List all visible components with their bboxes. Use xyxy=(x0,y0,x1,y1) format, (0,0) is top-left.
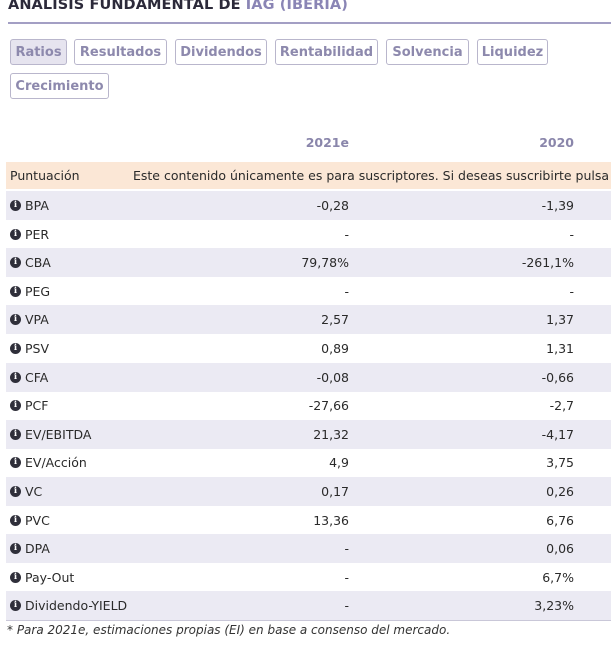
row-label: Dividendo-YIELD xyxy=(25,598,128,613)
value-2020: - xyxy=(569,227,574,242)
value-2021e: -27,66 xyxy=(308,398,349,413)
value-2020: 3,75 xyxy=(546,455,574,470)
value-2021e: 79,78% xyxy=(301,255,349,270)
row-label: PEG xyxy=(25,284,51,299)
tab-crecimiento[interactable]: Crecimiento xyxy=(10,73,109,99)
row-label: VPA xyxy=(25,312,49,327)
row-label: VC xyxy=(25,484,43,499)
info-icon[interactable]: i xyxy=(10,200,21,211)
row-label: CFA xyxy=(25,370,49,385)
tab-solvencia[interactable]: Solvencia xyxy=(386,39,469,65)
value-2021e: -0,08 xyxy=(316,370,349,385)
value-2020: -4,17 xyxy=(541,427,574,442)
value-2020: -1,39 xyxy=(541,198,574,213)
table-row: i EV/EBITDA 21,32 -4,17 xyxy=(6,420,611,449)
info-icon[interactable]: i xyxy=(10,314,21,325)
info-icon[interactable]: i xyxy=(10,286,21,297)
title-company: IAG (IBERIA) xyxy=(245,0,348,13)
table-row: i VPA 2,57 1,37 xyxy=(6,305,611,334)
table-row: i DPA - 0,06 xyxy=(6,534,611,563)
table-row: i Pay-Out - 6,7% xyxy=(6,563,611,592)
value-2020: 1,31 xyxy=(546,341,574,356)
value-2020: - xyxy=(569,284,574,299)
table-row: i PEG - - xyxy=(6,277,611,306)
table-row: i EV/Acción 4,9 3,75 xyxy=(6,448,611,477)
score-label: Puntuación xyxy=(10,168,80,183)
info-icon[interactable]: i xyxy=(10,400,21,411)
row-label: Pay-Out xyxy=(25,570,75,585)
table-row: i Dividendo-YIELD - 3,23% xyxy=(6,591,611,620)
value-2021e: - xyxy=(344,598,349,613)
row-label: PVC xyxy=(25,513,50,528)
table-bottom-divider xyxy=(6,620,611,621)
score-row: Puntuación Este contenido únicamente es … xyxy=(6,162,611,189)
table-row: i CBA 79,78% -261,1% xyxy=(6,248,611,277)
tab-resultados[interactable]: Resultados xyxy=(74,39,167,65)
info-icon[interactable]: i xyxy=(10,600,21,611)
value-2021e: 2,57 xyxy=(321,312,349,327)
info-icon[interactable]: i xyxy=(10,343,21,354)
table-row: i PVC 13,36 6,76 xyxy=(6,506,611,535)
table-row: i VC 0,17 0,26 xyxy=(6,477,611,506)
value-2021e: 4,9 xyxy=(329,455,349,470)
title-divider xyxy=(8,22,611,24)
value-2021e: 0,89 xyxy=(321,341,349,356)
table-row: i CFA -0,08 -0,66 xyxy=(6,363,611,392)
row-label: EV/EBITDA xyxy=(25,427,92,442)
row-label: CBA xyxy=(25,255,51,270)
row-label: PSV xyxy=(25,341,50,356)
row-label: BPA xyxy=(25,198,49,213)
info-icon[interactable]: i xyxy=(10,572,21,583)
value-2020: -0,66 xyxy=(541,370,574,385)
value-2020: 1,37 xyxy=(546,312,574,327)
column-header-2021e: 2021e xyxy=(305,135,349,150)
value-2021e: -0,28 xyxy=(316,198,349,213)
info-icon[interactable]: i xyxy=(10,229,21,240)
column-header-2020: 2020 xyxy=(539,135,574,150)
value-2020: 3,23% xyxy=(534,598,574,613)
info-icon[interactable]: i xyxy=(10,372,21,383)
value-2020: 0,26 xyxy=(546,484,574,499)
subscriber-message[interactable]: Este contenido únicamente es para suscri… xyxy=(133,168,610,183)
info-icon[interactable]: i xyxy=(10,457,21,468)
tab-liquidez[interactable]: Liquidez xyxy=(477,39,548,65)
row-label: DPA xyxy=(25,541,50,556)
value-2020: -2,7 xyxy=(549,398,574,413)
value-2021e: - xyxy=(344,227,349,242)
table-row: i PSV 0,89 1,31 xyxy=(6,334,611,363)
value-2020: -261,1% xyxy=(521,255,574,270)
table-row: i PCF -27,66 -2,7 xyxy=(6,391,611,420)
row-label: PCF xyxy=(25,398,49,413)
value-2021e: 21,32 xyxy=(313,427,349,442)
info-icon[interactable]: i xyxy=(10,429,21,440)
info-icon[interactable]: i xyxy=(10,515,21,526)
value-2020: 6,76 xyxy=(546,513,574,528)
table-row: i BPA -0,28 -1,39 xyxy=(6,191,611,220)
tab-dividendos[interactable]: Dividendos xyxy=(175,39,267,65)
row-label: EV/Acción xyxy=(25,455,87,470)
value-2020: 6,7% xyxy=(542,570,574,585)
info-icon[interactable]: i xyxy=(10,486,21,497)
value-2021e: - xyxy=(344,541,349,556)
page-title: ANÁLISIS FUNDAMENTAL DE IAG (IBERIA) xyxy=(8,0,348,13)
footnote: * Para 2021e, estimaciones propias (EI) … xyxy=(7,623,451,637)
value-2020: 0,06 xyxy=(546,541,574,556)
value-2021e: - xyxy=(344,284,349,299)
row-label: PER xyxy=(25,227,50,242)
value-2021e: - xyxy=(344,570,349,585)
info-icon[interactable]: i xyxy=(10,257,21,268)
value-2021e: 0,17 xyxy=(321,484,349,499)
info-icon[interactable]: i xyxy=(10,543,21,554)
tab-ratios[interactable]: Ratios xyxy=(10,39,67,65)
table-row: i PER - - xyxy=(6,220,611,249)
title-prefix: ANÁLISIS FUNDAMENTAL DE xyxy=(8,0,241,13)
value-2021e: 13,36 xyxy=(313,513,349,528)
tab-rentabilidad[interactable]: Rentabilidad xyxy=(275,39,378,65)
